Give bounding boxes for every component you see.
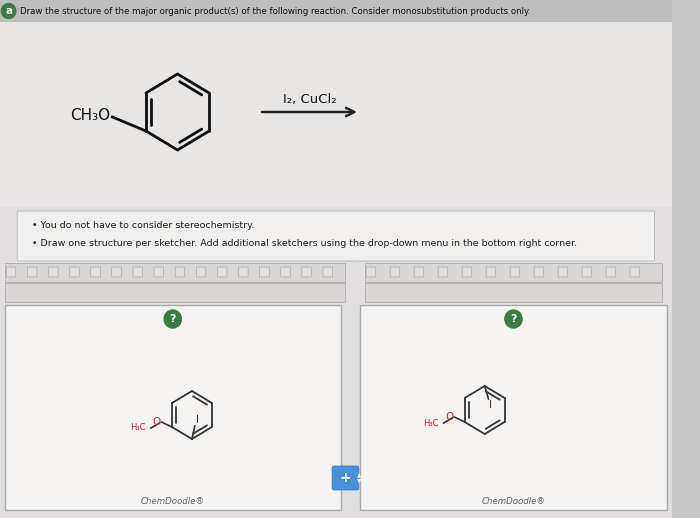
FancyBboxPatch shape: [239, 267, 248, 277]
FancyBboxPatch shape: [558, 267, 568, 277]
Text: CH₃O: CH₃O: [70, 108, 111, 122]
FancyBboxPatch shape: [281, 267, 290, 277]
FancyBboxPatch shape: [154, 267, 164, 277]
FancyBboxPatch shape: [6, 267, 16, 277]
FancyBboxPatch shape: [390, 267, 400, 277]
Text: ?: ?: [510, 314, 517, 324]
FancyBboxPatch shape: [323, 267, 332, 277]
FancyBboxPatch shape: [0, 0, 672, 518]
FancyBboxPatch shape: [302, 267, 312, 277]
FancyBboxPatch shape: [534, 267, 544, 277]
Text: I₂, CuCl₂: I₂, CuCl₂: [283, 93, 336, 106]
FancyBboxPatch shape: [510, 267, 519, 277]
FancyBboxPatch shape: [18, 211, 654, 261]
Text: ▲: ▲: [357, 473, 361, 479]
Text: I: I: [489, 400, 493, 410]
FancyBboxPatch shape: [218, 267, 227, 277]
FancyBboxPatch shape: [365, 263, 662, 282]
FancyBboxPatch shape: [175, 267, 185, 277]
FancyBboxPatch shape: [260, 267, 270, 277]
FancyBboxPatch shape: [0, 22, 672, 207]
Text: O: O: [445, 412, 453, 422]
FancyBboxPatch shape: [606, 267, 616, 277]
Text: H₃C: H₃C: [424, 419, 439, 427]
Text: • You do not have to consider stereochemistry.: • You do not have to consider stereochem…: [32, 221, 254, 229]
FancyBboxPatch shape: [486, 267, 496, 277]
FancyBboxPatch shape: [48, 267, 58, 277]
Circle shape: [505, 310, 522, 328]
FancyBboxPatch shape: [112, 267, 121, 277]
FancyBboxPatch shape: [414, 267, 424, 277]
FancyBboxPatch shape: [69, 267, 79, 277]
Text: Draw the structure of the major organic product(s) of the following reaction. Co: Draw the structure of the major organic …: [20, 7, 531, 16]
Circle shape: [164, 310, 181, 328]
FancyBboxPatch shape: [0, 0, 672, 22]
FancyBboxPatch shape: [630, 267, 640, 277]
Text: ChemDoodle®: ChemDoodle®: [141, 497, 204, 507]
Text: H₃C: H₃C: [131, 424, 146, 433]
Text: ChemDoodle®: ChemDoodle®: [482, 497, 545, 507]
FancyBboxPatch shape: [462, 267, 472, 277]
FancyBboxPatch shape: [196, 267, 206, 277]
Text: • Draw one structure per sketcher. Add additional sketchers using the drop-down : • Draw one structure per sketcher. Add a…: [32, 238, 577, 248]
Text: +: +: [340, 471, 351, 485]
FancyBboxPatch shape: [5, 263, 346, 282]
FancyBboxPatch shape: [91, 267, 100, 277]
Text: I: I: [196, 415, 199, 425]
FancyBboxPatch shape: [438, 267, 448, 277]
Text: ?: ?: [169, 314, 176, 324]
FancyBboxPatch shape: [133, 267, 143, 277]
FancyBboxPatch shape: [5, 283, 346, 302]
Text: ▼: ▼: [357, 480, 361, 484]
FancyBboxPatch shape: [360, 305, 667, 510]
FancyBboxPatch shape: [27, 267, 37, 277]
FancyBboxPatch shape: [332, 466, 359, 490]
Text: O: O: [152, 417, 160, 427]
FancyBboxPatch shape: [582, 267, 592, 277]
FancyBboxPatch shape: [5, 305, 341, 510]
Text: a: a: [5, 6, 12, 16]
FancyBboxPatch shape: [366, 267, 376, 277]
FancyBboxPatch shape: [365, 283, 662, 302]
Circle shape: [1, 4, 16, 19]
